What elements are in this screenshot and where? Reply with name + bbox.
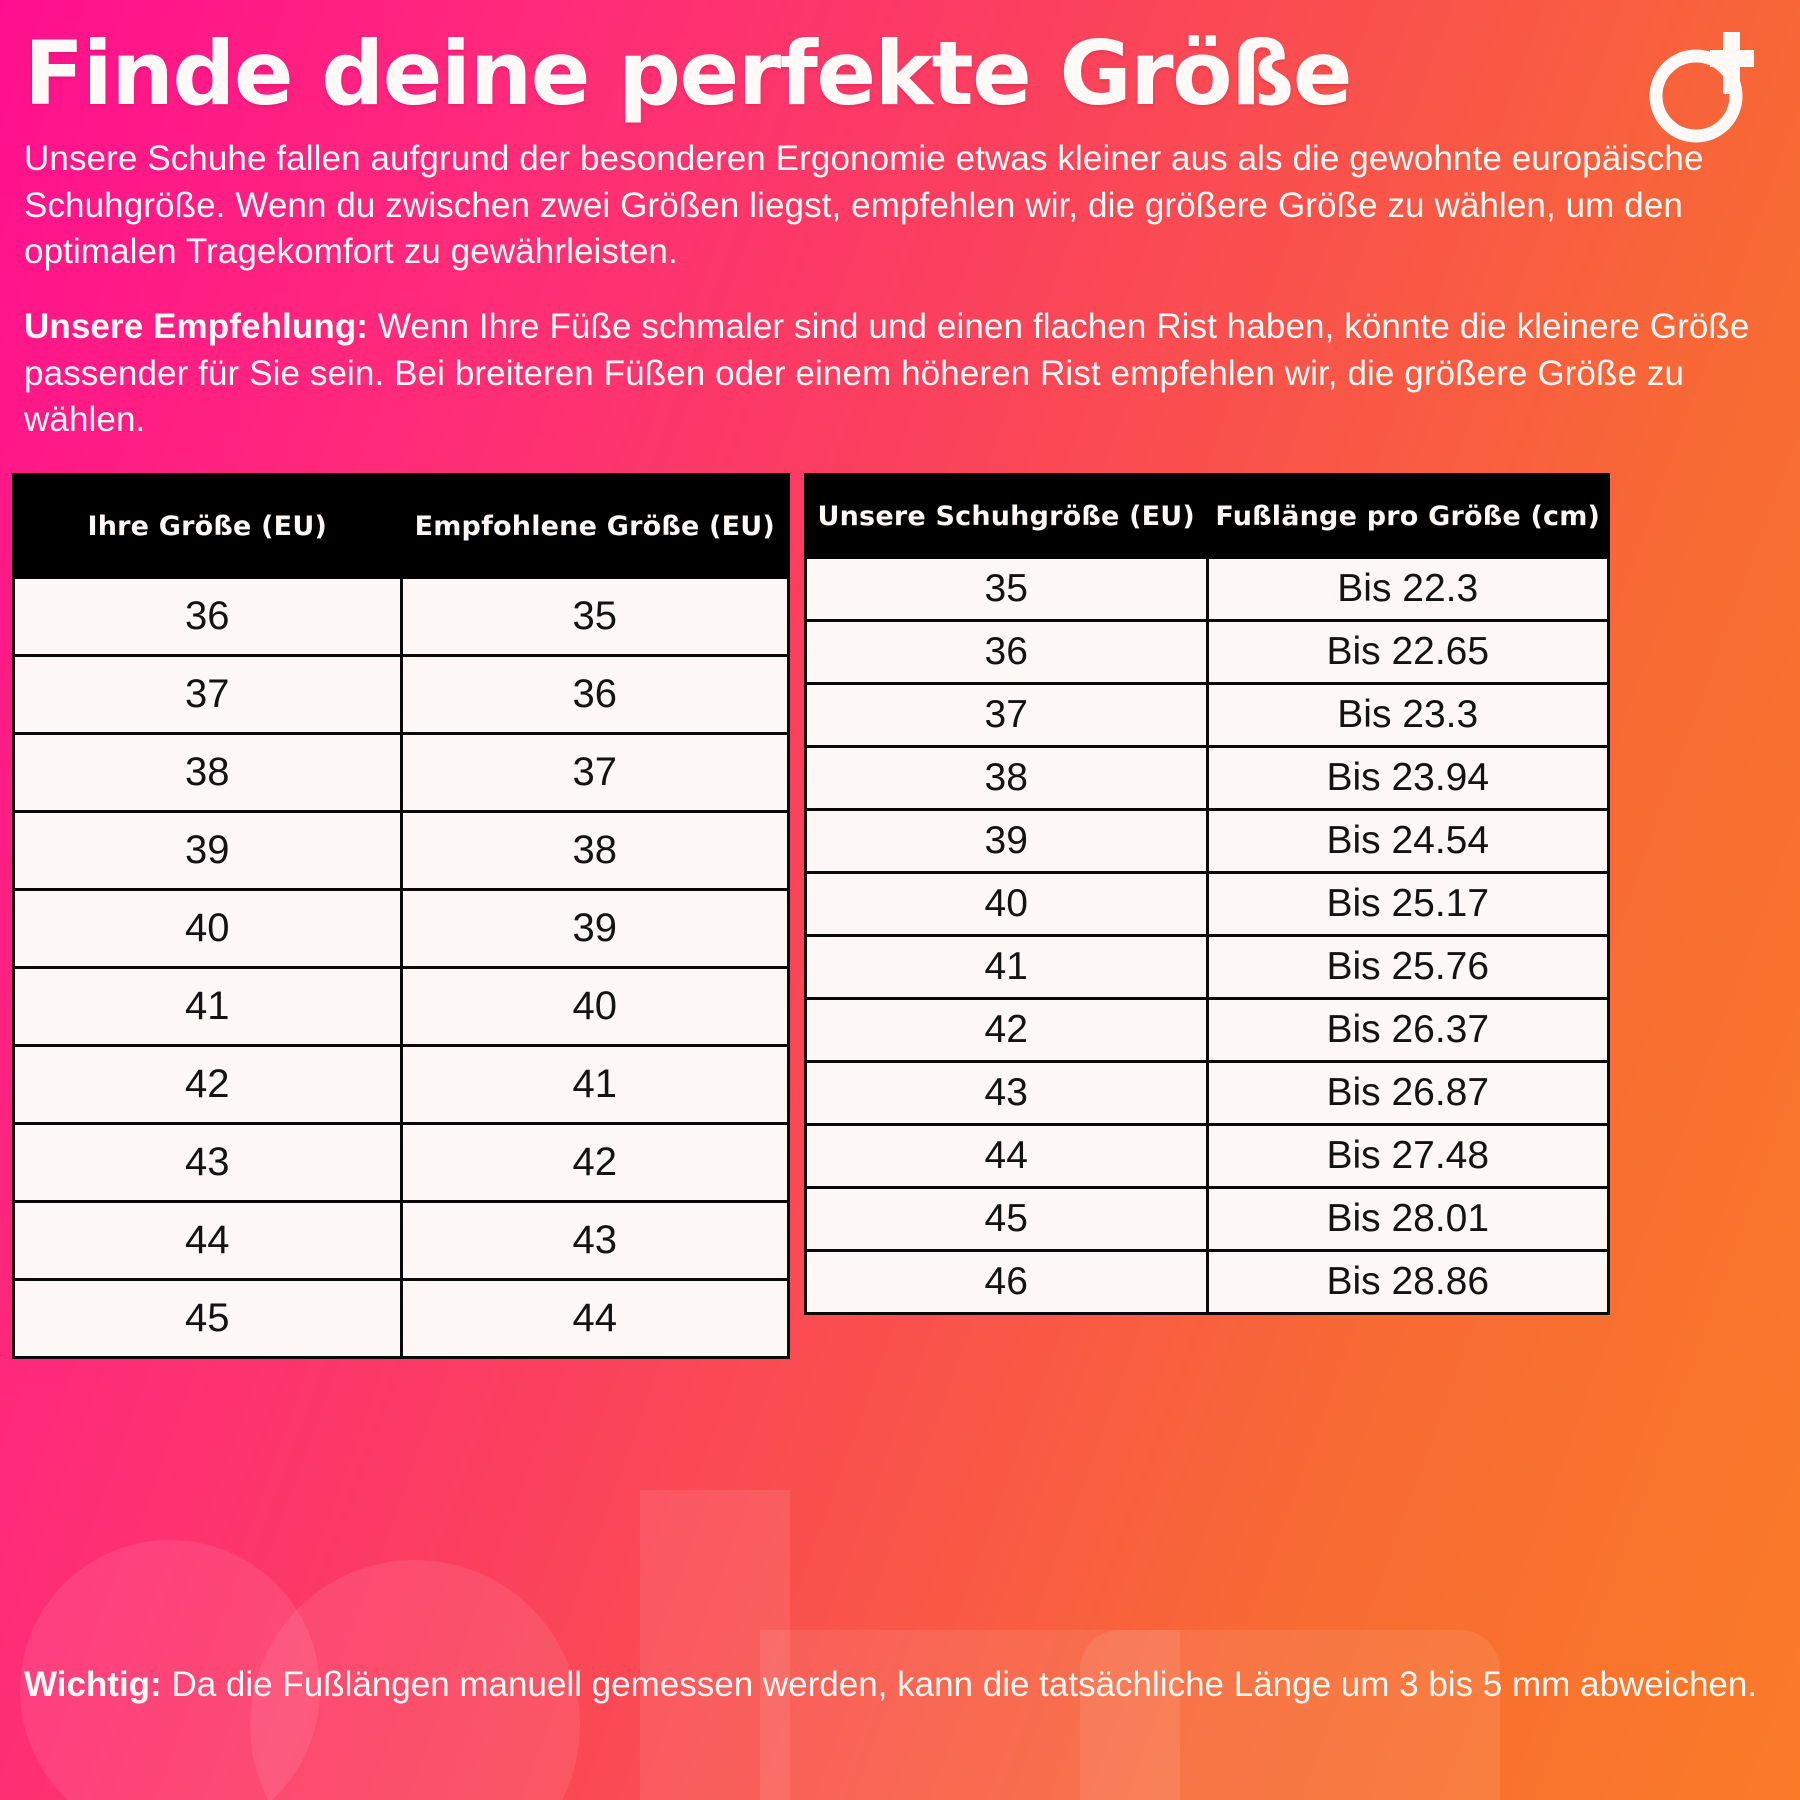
cell-recommended-size: 36 <box>399 654 790 735</box>
intro-paragraph: Unsere Schuhe fallen aufgrund der besond… <box>24 139 1704 272</box>
cell-recommended-size: 37 <box>399 732 790 813</box>
table-row: 43 42 <box>12 1122 790 1203</box>
cell-foot-length: Bis 24.54 <box>1205 808 1610 874</box>
cell-recommended-size: 42 <box>399 1122 790 1203</box>
table-row: 35 Bis 22.3 <box>804 556 1610 622</box>
page-title: Finde deine perfekte Größe <box>24 22 1353 125</box>
cell-our-size: 46 <box>804 1249 1209 1315</box>
cell-our-size: 45 <box>804 1186 1209 1252</box>
cell-our-size: 35 <box>804 556 1209 622</box>
table-row: 40 39 <box>12 888 790 969</box>
table-row: 42 41 <box>12 1044 790 1125</box>
poster-content: Finde deine perfekte Größe Unsere Schuhe… <box>0 0 1800 444</box>
cell-your-size: 45 <box>12 1278 403 1359</box>
cell-recommended-size: 44 <box>399 1278 790 1359</box>
column-header-your-size: Ihre Größe (EU) <box>12 473 403 579</box>
cell-our-size: 36 <box>804 619 1209 685</box>
table-row: 40 Bis 25.17 <box>804 871 1610 937</box>
table-header-row: Ihre Größe (EU) Empfohlene Größe (EU) <box>12 473 790 579</box>
table-row: 38 37 <box>12 732 790 813</box>
table-row: 41 40 <box>12 966 790 1047</box>
cell-foot-length: Bis 28.86 <box>1205 1249 1610 1315</box>
cell-recommended-size: 39 <box>399 888 790 969</box>
cell-your-size: 40 <box>12 888 403 969</box>
recommendation-text: Wenn Ihre Füße schmaler sind und einen f… <box>24 307 1750 440</box>
cell-our-size: 40 <box>804 871 1209 937</box>
cell-your-size: 41 <box>12 966 403 1047</box>
cell-our-size: 39 <box>804 808 1209 874</box>
table-row: 42 Bis 26.37 <box>804 997 1610 1063</box>
table-row: 38 Bis 23.94 <box>804 745 1610 811</box>
table-row: 44 Bis 27.48 <box>804 1123 1610 1189</box>
cell-your-size: 37 <box>12 654 403 735</box>
table-row: 36 Bis 22.65 <box>804 619 1610 685</box>
conversion-table-body: 36 35 37 36 38 37 39 38 40 39 41 40 42 41 43 42 … <box>12 576 790 1359</box>
cell-our-size: 43 <box>804 1060 1209 1126</box>
footnote: Wichtig: Da die Fußlängen manuell gemess… <box>24 1662 1776 1708</box>
cell-your-size: 44 <box>12 1200 403 1281</box>
cell-recommended-size: 38 <box>399 810 790 891</box>
table-row: 39 38 <box>12 810 790 891</box>
recommendation-lead: Unsere Empfehlung: <box>24 307 369 347</box>
cell-foot-length: Bis 23.3 <box>1205 682 1610 748</box>
cell-foot-length: Bis 28.01 <box>1205 1186 1610 1252</box>
footnote-text: Da die Fußlängen manuell gemessen werden… <box>161 1664 1758 1704</box>
cell-your-size: 39 <box>12 810 403 891</box>
conversion-table-wrapper: Ihre Größe (EU) Empfohlene Größe (EU) 36… <box>12 473 790 1359</box>
mars-gender-circle-plus-icon <box>1649 32 1754 143</box>
cell-recommended-size: 35 <box>399 576 790 657</box>
table-row: 46 Bis 28.86 <box>804 1249 1610 1315</box>
cell-our-size: 38 <box>804 745 1209 811</box>
table-row: 45 Bis 28.01 <box>804 1186 1610 1252</box>
table-row: 36 35 <box>12 576 790 657</box>
cell-foot-length: Bis 22.3 <box>1205 556 1610 622</box>
cell-recommended-size: 43 <box>399 1200 790 1281</box>
cell-our-size: 41 <box>804 934 1209 1000</box>
table-row: 37 Bis 23.3 <box>804 682 1610 748</box>
cell-your-size: 42 <box>12 1044 403 1125</box>
footlength-table-body: 35 Bis 22.3 36 Bis 22.65 37 Bis 23.3 38 Bis … <box>804 556 1610 1315</box>
watermark-shape <box>1080 1630 1500 1800</box>
cell-your-size: 43 <box>12 1122 403 1203</box>
watermark-shape <box>640 1490 790 1800</box>
cell-our-size: 44 <box>804 1123 1209 1189</box>
recommendation-paragraph: Unsere Empfehlung: Wenn Ihre Füße schmal… <box>24 304 1776 444</box>
footnote-lead: Wichtig: <box>24 1664 162 1704</box>
cell-foot-length: Bis 25.17 <box>1205 871 1610 937</box>
column-header-our-size: Unsere Schuhgröße (EU) <box>804 473 1209 559</box>
watermark-shape <box>760 1630 1180 1800</box>
table-row: 45 44 <box>12 1278 790 1359</box>
cell-our-size: 42 <box>804 997 1209 1063</box>
cell-your-size: 38 <box>12 732 403 813</box>
footlength-table: Unsere Schuhgröße (EU) Fußlänge pro Größ… <box>804 473 1610 1315</box>
table-row: 37 36 <box>12 654 790 735</box>
cell-your-size: 36 <box>12 576 403 657</box>
table-header-row: Unsere Schuhgröße (EU) Fußlänge pro Größ… <box>804 473 1610 559</box>
column-header-recommended-size: Empfohlene Größe (EU) <box>399 473 790 579</box>
cell-foot-length: Bis 25.76 <box>1205 934 1610 1000</box>
size-tables-row: Ihre Größe (EU) Empfohlene Größe (EU) 36… <box>12 473 1788 1359</box>
table-row: 41 Bis 25.76 <box>804 934 1610 1000</box>
cell-foot-length: Bis 26.37 <box>1205 997 1610 1063</box>
cell-foot-length: Bis 23.94 <box>1205 745 1610 811</box>
cell-foot-length: Bis 27.48 <box>1205 1123 1610 1189</box>
table-row: 43 Bis 26.87 <box>804 1060 1610 1126</box>
cell-foot-length: Bis 22.65 <box>1205 619 1610 685</box>
cell-recommended-size: 40 <box>399 966 790 1047</box>
cell-foot-length: Bis 26.87 <box>1205 1060 1610 1126</box>
table-row: 39 Bis 24.54 <box>804 808 1610 874</box>
footlength-table-wrapper: Unsere Schuhgröße (EU) Fußlänge pro Größ… <box>804 473 1610 1315</box>
cell-our-size: 37 <box>804 682 1209 748</box>
cell-recommended-size: 41 <box>399 1044 790 1125</box>
conversion-table: Ihre Größe (EU) Empfohlene Größe (EU) 36… <box>12 473 790 1359</box>
table-row: 44 43 <box>12 1200 790 1281</box>
column-header-foot-length: Fußlänge pro Größe (cm) <box>1205 473 1610 559</box>
